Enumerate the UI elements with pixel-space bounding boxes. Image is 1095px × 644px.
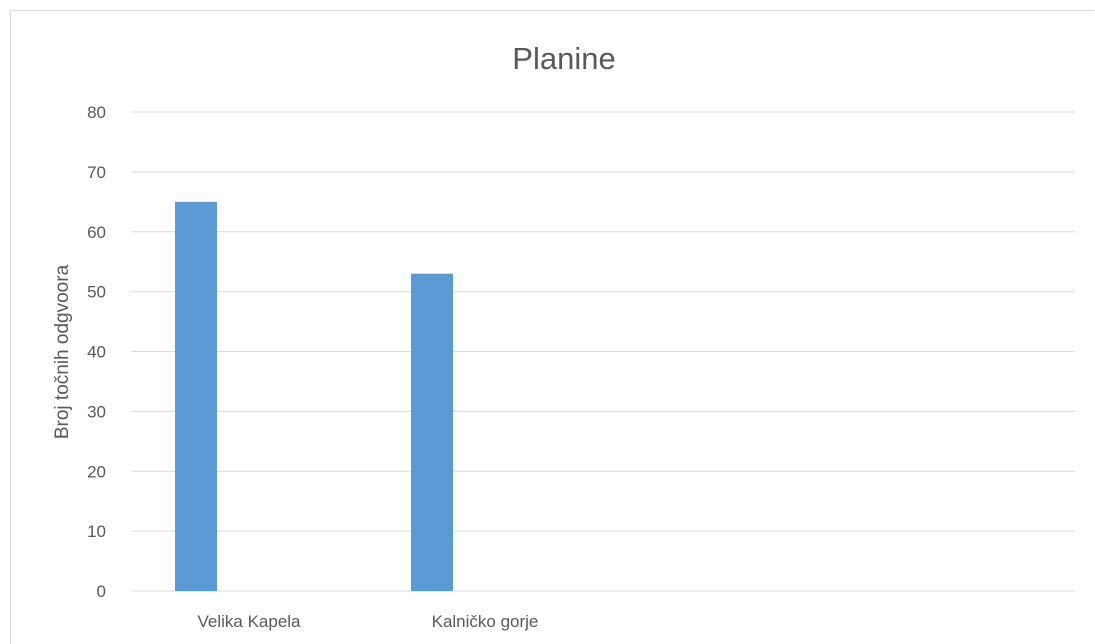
y-tick-label: 70 <box>87 163 106 182</box>
bars <box>175 201 453 591</box>
gridlines <box>132 111 1075 592</box>
y-tick-label: 0 <box>97 582 106 601</box>
y-axis-title: Broj točnih odgvoora <box>52 264 73 439</box>
y-tick-label: 80 <box>87 103 106 122</box>
y-tick-label: 20 <box>87 462 106 481</box>
chart-title: Planine <box>512 41 615 76</box>
y-tick-label: 50 <box>87 283 106 302</box>
y-tick-label: 60 <box>87 223 106 242</box>
y-tick-label: 40 <box>87 343 106 362</box>
y-axis-ticks: 0 10 20 30 40 50 60 70 80 <box>87 103 106 601</box>
y-tick-label: 30 <box>87 402 106 421</box>
y-tick-label: 10 <box>87 522 106 541</box>
x-category-label: Kalničko gorje <box>432 612 539 631</box>
x-axis-labels: Velika Kapela Kalničko gorje <box>197 612 538 631</box>
x-category-label: Velika Kapela <box>197 612 301 631</box>
bar-2 <box>411 273 453 591</box>
bar-1 <box>175 201 217 591</box>
